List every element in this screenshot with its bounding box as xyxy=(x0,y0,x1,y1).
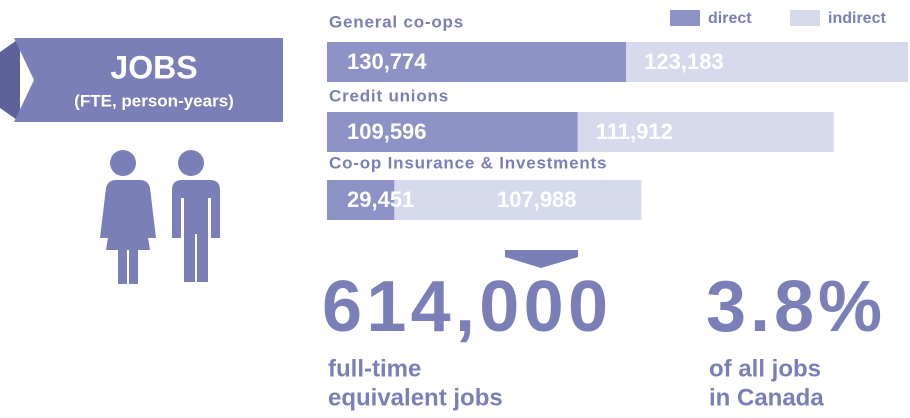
legend-label: indirect xyxy=(828,10,886,27)
value-label: 109,596 xyxy=(347,119,427,144)
bar-segment xyxy=(577,112,834,152)
legend-swatch xyxy=(670,10,700,26)
value-label: 111,912 xyxy=(596,119,673,144)
category-label: Credit unions xyxy=(329,86,449,105)
value-label: 130,774 xyxy=(347,49,427,74)
total-caption: full-time xyxy=(328,355,421,382)
value-label: 107,988 xyxy=(497,187,577,212)
bar-segment xyxy=(327,180,395,220)
bar-segment xyxy=(327,112,578,152)
total: 614,000 xyxy=(322,267,608,347)
value-label: 29,451 xyxy=(347,187,414,212)
legend-label: direct xyxy=(708,10,752,27)
banner-fold xyxy=(0,38,20,122)
category-label: General co-ops xyxy=(329,12,464,31)
people-icon xyxy=(100,150,220,284)
bar-segment xyxy=(626,42,908,82)
subtitle: (FTE, person-years) xyxy=(74,91,234,110)
share-caption: of all jobs xyxy=(709,355,821,382)
share-caption: in Canada xyxy=(709,384,824,411)
banner xyxy=(14,38,283,122)
share: 3.8% xyxy=(706,267,882,347)
value-label: 123,183 xyxy=(644,49,724,74)
down-arrow xyxy=(505,250,578,268)
total-caption: equivalent jobs xyxy=(328,384,503,411)
title: JOBS xyxy=(110,49,197,85)
category-label: Co-op Insurance & Investments xyxy=(329,153,607,172)
bar-segment xyxy=(327,42,627,82)
bar-segment xyxy=(394,180,642,220)
legend-swatch xyxy=(790,10,820,26)
